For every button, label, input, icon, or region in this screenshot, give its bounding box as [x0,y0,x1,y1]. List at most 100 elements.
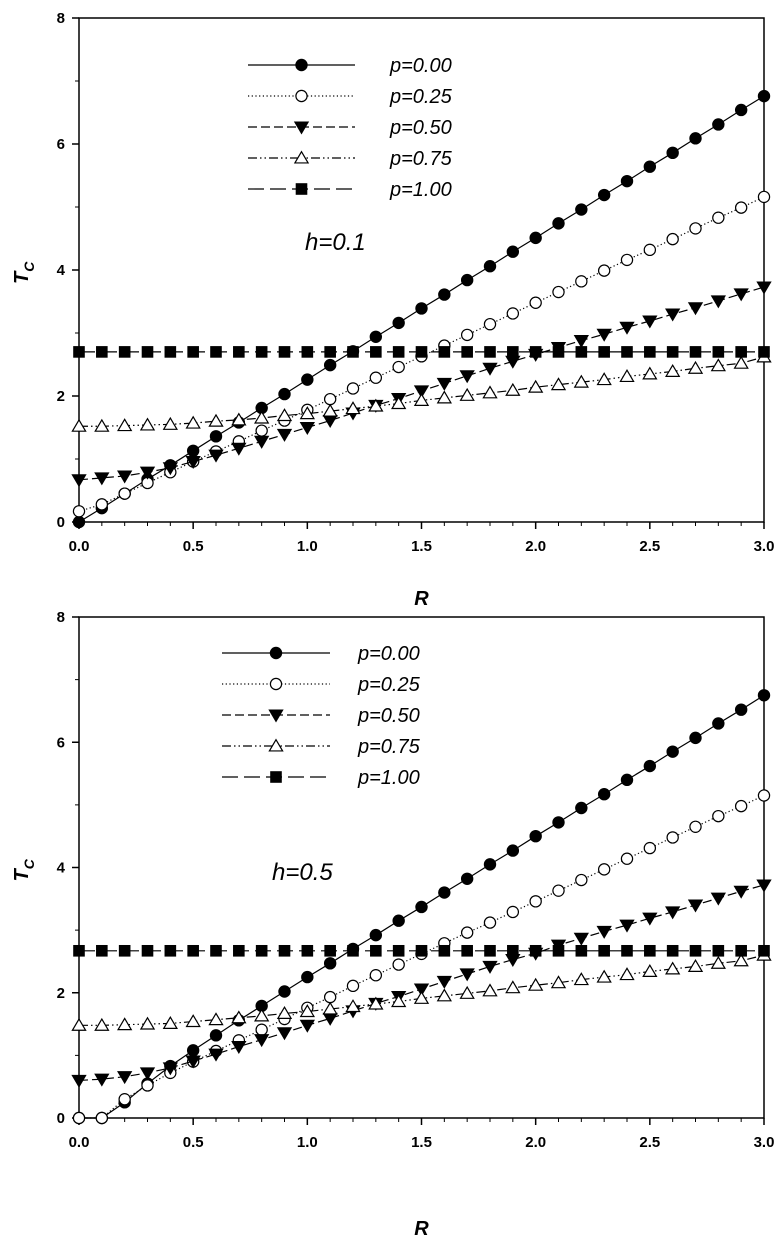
data-point [484,346,496,358]
data-point [299,1019,315,1033]
data-point [254,1034,270,1048]
data-point [347,944,359,957]
data-point [208,1012,224,1026]
data-point [712,717,725,730]
series-p=0.75 [71,349,772,432]
y-axis-label-subscript: C [21,858,37,869]
data-point [757,89,771,103]
data-point [118,1093,131,1106]
data-point [233,944,245,957]
data-point [598,346,610,358]
data-point [552,217,565,230]
data-point [573,972,589,986]
chart-panel-1: 0.0 0.5 1.0 1.5 2.0 2.5 3.002468RTCp=0.00p=0.2… [11,10,774,610]
data-point [643,160,657,173]
data-point [461,346,473,358]
data-point [552,346,565,358]
data-point [710,358,726,372]
data-point [552,944,565,957]
data-point [185,1055,201,1069]
data-point [369,928,383,942]
data-point [413,392,430,406]
data-point [392,360,405,374]
data-point [756,879,772,893]
data-point [392,958,405,971]
data-point [757,689,771,702]
data-point [391,396,407,410]
data-point [733,953,749,967]
data-point [642,964,658,978]
x-axis-label: R [414,588,429,610]
y-tick-label: 0 [57,1110,65,1127]
data-point [734,703,748,716]
data-point [164,346,177,358]
data-point [255,1023,268,1036]
data-point [733,288,749,302]
data-point [734,799,748,813]
data-point [644,346,656,358]
data-point [642,366,658,380]
data-point [141,346,154,358]
legend-label: p=0.75 [389,148,453,170]
data-point [689,731,702,745]
data-point [370,346,382,358]
data-point [461,944,473,957]
data-point [482,362,498,376]
data-point [573,932,589,946]
data-point [598,944,610,957]
legend-label: p=0.00 [389,55,452,77]
data-point [438,944,451,957]
data-point [619,919,635,933]
data-point [369,330,383,343]
data-point [460,926,474,939]
data-point [459,387,475,401]
data-point [529,895,542,908]
data-point [620,852,634,865]
data-point [324,346,336,358]
data-point [459,985,475,999]
data-point [322,403,338,417]
data-point [368,996,384,1010]
data-point [735,944,747,957]
data-point [712,346,725,358]
data-point [734,103,748,117]
data-point [666,346,679,358]
data-point [278,985,291,998]
data-point [643,841,657,855]
data-point [139,1067,156,1081]
data-point [322,1001,338,1015]
data-point [575,873,588,887]
data-point [72,505,86,518]
data-point [505,980,521,994]
data-point [620,174,634,188]
data-point [186,444,200,458]
data-point [710,295,726,309]
data-point [597,863,611,876]
data-point [436,377,452,391]
data-point [209,430,223,443]
data-point [71,1017,87,1031]
data-point [506,245,520,258]
data-point [71,1074,87,1088]
data-point [299,406,315,420]
data-point [255,346,268,358]
series-p=1.00 [73,346,770,358]
data-point [72,515,86,529]
x-axis-label: R [414,1218,429,1240]
data-point [710,892,726,906]
data-point [231,1010,247,1024]
data-point [575,801,588,815]
data-point [733,355,749,369]
x-tick-label: 1.5 [411,538,432,555]
data-point [94,1017,110,1031]
y-tick-label: 6 [57,136,65,153]
data-point [505,382,521,396]
data-point [208,413,224,427]
data-point [347,346,359,358]
y-axis-label: TC [11,261,37,284]
data-point [415,346,428,358]
data-point [370,944,382,957]
legend-label: p=0.25 [357,674,421,696]
data-point [552,884,565,897]
data-point [346,979,360,993]
